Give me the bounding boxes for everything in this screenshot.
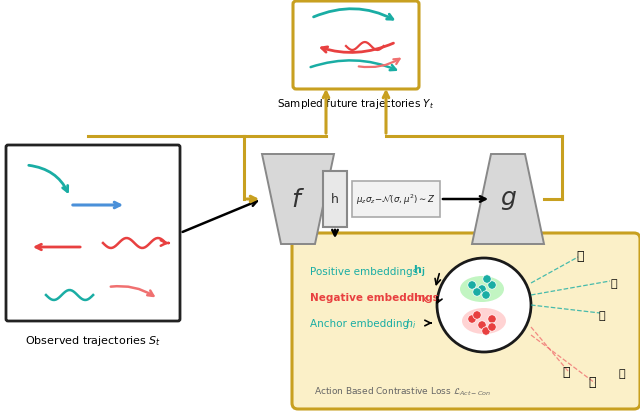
Text: Sampled future trajectories $Y_t$: Sampled future trajectories $Y_t$ xyxy=(277,97,435,111)
Circle shape xyxy=(473,288,481,297)
Text: Anchor embedding: Anchor embedding xyxy=(310,318,412,328)
FancyBboxPatch shape xyxy=(352,182,440,218)
Circle shape xyxy=(483,275,492,283)
Circle shape xyxy=(488,281,496,290)
Text: $\mathbf{h_k}$: $\mathbf{h_k}$ xyxy=(413,290,428,304)
Circle shape xyxy=(478,285,486,294)
Polygon shape xyxy=(472,154,544,244)
Ellipse shape xyxy=(460,276,504,302)
Text: 🚶: 🚶 xyxy=(563,366,570,379)
Circle shape xyxy=(468,315,476,323)
FancyBboxPatch shape xyxy=(292,233,640,409)
Text: Negative embeddings: Negative embeddings xyxy=(310,292,442,302)
Text: Observed trajectories $S_t$: Observed trajectories $S_t$ xyxy=(25,333,161,347)
Text: 🚴: 🚴 xyxy=(611,278,618,288)
Circle shape xyxy=(488,323,496,331)
Text: $\mathbf{h_j}$: $\mathbf{h_j}$ xyxy=(413,263,425,280)
Circle shape xyxy=(437,259,531,352)
Text: 🚴: 🚴 xyxy=(576,250,584,263)
FancyBboxPatch shape xyxy=(293,2,419,90)
Text: 🏃: 🏃 xyxy=(619,368,625,378)
Text: $\mu_z\sigma_z\!-\!\mathcal{N}(\sigma,\mu^2){\sim}Z$: $\mu_z\sigma_z\!-\!\mathcal{N}(\sigma,\m… xyxy=(356,192,436,206)
Text: $h_i$: $h_i$ xyxy=(405,316,416,330)
Circle shape xyxy=(478,321,486,330)
FancyBboxPatch shape xyxy=(6,146,180,321)
Text: $f$: $f$ xyxy=(291,188,305,211)
Circle shape xyxy=(468,281,476,290)
Circle shape xyxy=(488,315,496,323)
Text: 🧍: 🧍 xyxy=(588,375,596,389)
Text: 🚴: 🚴 xyxy=(598,310,605,320)
FancyBboxPatch shape xyxy=(323,171,347,228)
Ellipse shape xyxy=(462,308,506,334)
Circle shape xyxy=(482,291,490,299)
Circle shape xyxy=(482,327,490,335)
Circle shape xyxy=(473,311,481,319)
Text: $g$: $g$ xyxy=(500,188,516,211)
Text: Action Based Contrastive Loss $\mathcal{L}_{Act-Con}$: Action Based Contrastive Loss $\mathcal{… xyxy=(314,385,492,397)
Text: h: h xyxy=(331,193,339,206)
Polygon shape xyxy=(262,154,334,244)
Text: Positive embeddings: Positive embeddings xyxy=(310,266,421,276)
